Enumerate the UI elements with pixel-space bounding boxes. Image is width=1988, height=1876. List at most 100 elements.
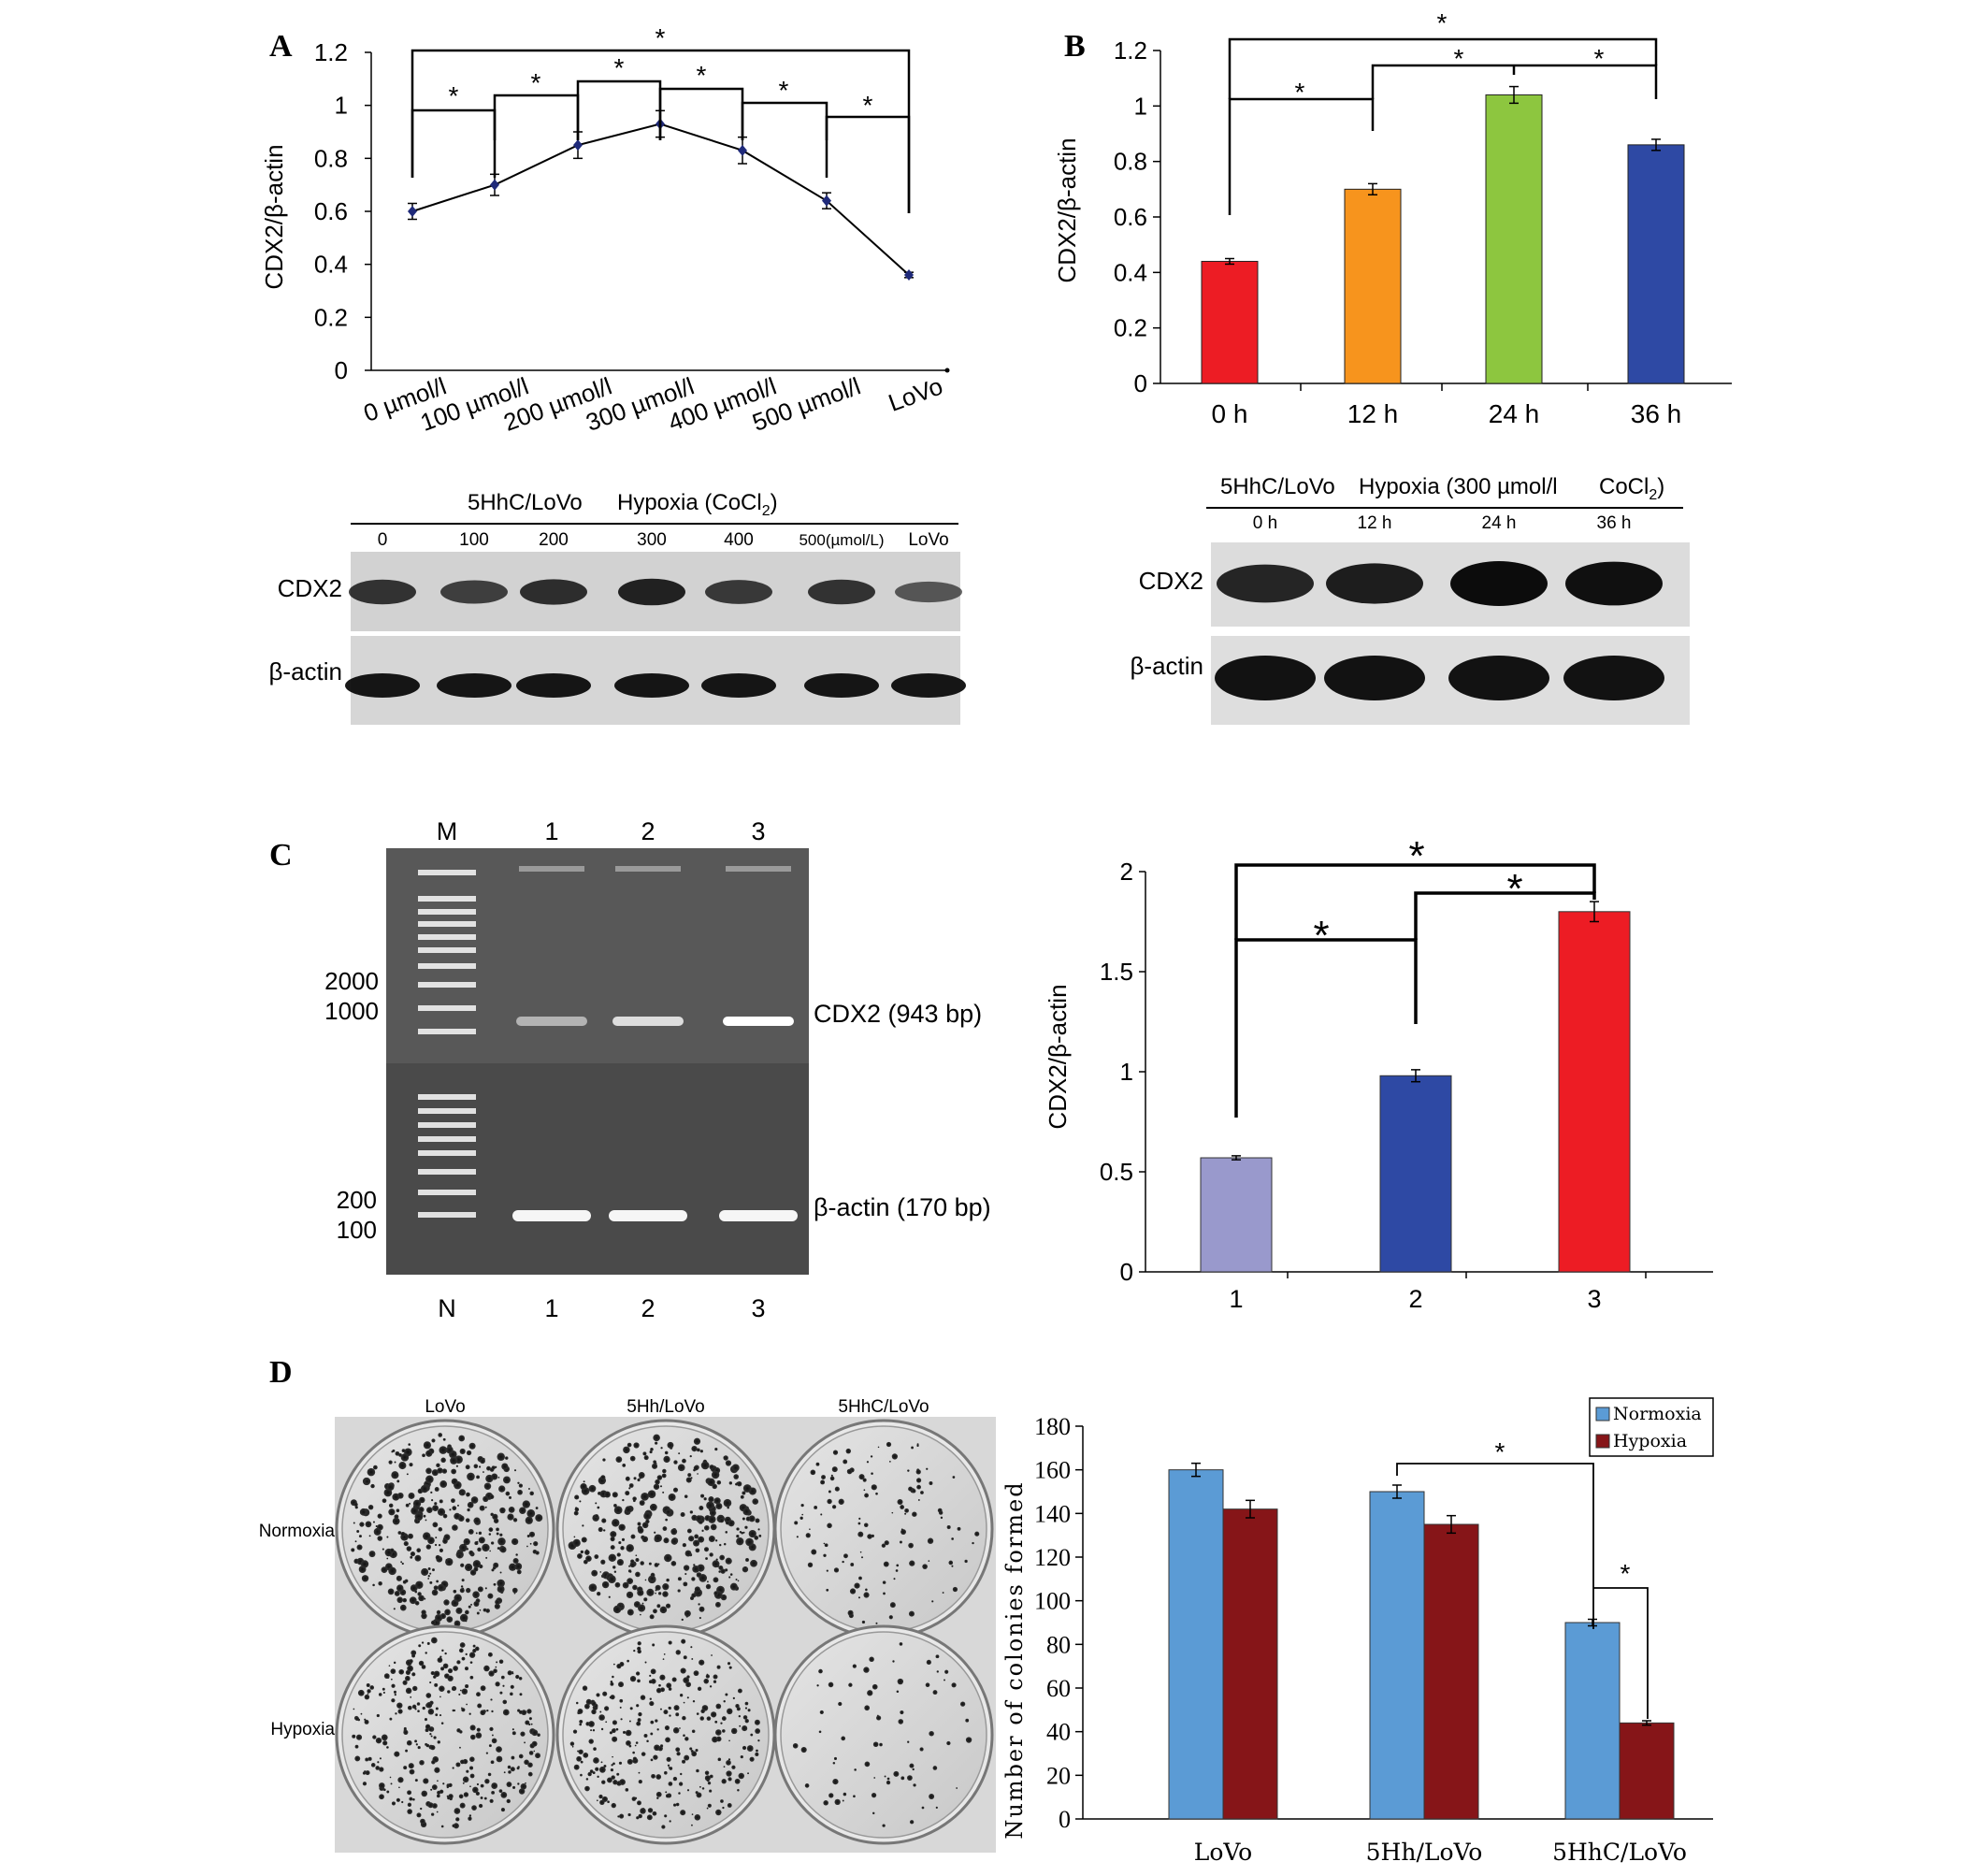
- panel-c-gel-top-label: 3: [751, 817, 765, 845]
- panel-d-colony: [486, 1465, 491, 1471]
- panel-d-colony: [929, 1730, 934, 1737]
- panel-a-line-chart: CDX2/β-actin 00.20.40.60.811.20 µmol/l10…: [260, 23, 950, 437]
- panel-b-blot-lane-label: 12 h: [1358, 513, 1392, 533]
- panel-d-colony: [452, 1506, 457, 1511]
- panel-a-series-line: [411, 123, 910, 276]
- panel-d-colony: [699, 1506, 704, 1511]
- panel-a-y-tick-label: 1.2: [314, 38, 348, 66]
- panel-d-colony: [425, 1519, 427, 1522]
- panel-d-colony: [900, 1710, 904, 1715]
- panel-d-colony: [515, 1553, 518, 1556]
- panel-d-colony: [495, 1465, 497, 1468]
- panel-d-colony: [756, 1749, 758, 1753]
- panel-c-marker-1000: 1000: [324, 997, 379, 1025]
- panel-d-colony: [411, 1704, 417, 1710]
- panel-d-colony: [638, 1779, 642, 1784]
- panel-d-colony: [455, 1607, 463, 1614]
- panel-d-colony: [723, 1700, 726, 1703]
- panel-a-blot-lane-label: 100: [459, 530, 489, 550]
- panel-a-blot-actin-band: [345, 673, 420, 698]
- panel-c-gel-band-label-cdx2: CDX2 (943 bp): [814, 1000, 982, 1028]
- panel-a-western-blot: 5HhC/LoVo Hypoxia (CoCl2) CDX2 β-actin 0…: [268, 490, 966, 725]
- panel-d-colony: [422, 1706, 425, 1710]
- panel-d-colony: [462, 1782, 465, 1784]
- panel-a-y-tick-label: 0.8: [314, 144, 348, 172]
- panel-d-colony: [833, 1756, 838, 1760]
- panel-d-colony: [628, 1487, 631, 1490]
- panel-d-colony: [454, 1594, 462, 1603]
- panel-d-colony: [381, 1734, 388, 1741]
- panel-d-colony: [468, 1550, 474, 1555]
- panel-d-colony: [657, 1746, 660, 1749]
- panel-d-colony: [627, 1812, 631, 1817]
- panel-b-blot-header-right: CoCl2): [1599, 474, 1664, 503]
- panel-d-colony: [642, 1451, 647, 1456]
- panel-d-colony: [437, 1780, 439, 1782]
- panel-d-colony: [714, 1539, 718, 1542]
- panel-d-y-tick-label: 120: [1034, 1544, 1071, 1571]
- panel-d-colony: [893, 1770, 900, 1777]
- panel-c-y-tick-label: 0.5: [1100, 1158, 1133, 1186]
- panel-d-colony: [679, 1727, 681, 1729]
- panel-a-data-point: [904, 269, 914, 281]
- panel-d-colony: [900, 1776, 905, 1781]
- panel-d-colony: [530, 1723, 533, 1725]
- panel-d-colony: [670, 1561, 677, 1566]
- panel-c-marker-2000: 2000: [324, 967, 379, 995]
- panel-d-colony: [365, 1757, 369, 1762]
- panel-d-colony: [582, 1685, 588, 1691]
- panel-d-colony: [526, 1508, 536, 1518]
- panel-d-colony: [441, 1649, 444, 1652]
- panel-d-colony: [469, 1773, 475, 1779]
- panel-d-colony: [573, 1536, 576, 1538]
- panel-d-colony: [672, 1727, 680, 1734]
- panel-d-colony: [626, 1591, 634, 1599]
- panel-d-colony: [425, 1693, 432, 1698]
- panel-d-colony: [875, 1492, 878, 1495]
- panel-d-colony: [389, 1717, 393, 1721]
- panel-d-colony: [414, 1779, 418, 1782]
- panel-d-colony: [584, 1785, 590, 1792]
- panel-d-colony: [659, 1708, 662, 1710]
- panel-d-colony: [655, 1479, 660, 1485]
- panel-d-colony: [468, 1712, 471, 1715]
- panel-d-colony: [598, 1526, 603, 1533]
- panel-d-colony: [519, 1693, 523, 1696]
- panel-d-colony: [490, 1760, 495, 1765]
- panel-d-colony: [400, 1453, 410, 1462]
- panel-d-colony: [439, 1548, 444, 1552]
- panel-d-colony: [489, 1494, 495, 1499]
- panel-c-bar: [1558, 911, 1631, 1273]
- panel-d-colony: [461, 1656, 466, 1661]
- panel-d-colony: [650, 1720, 655, 1724]
- panel-d-colony: [496, 1755, 503, 1763]
- panel-d-colony: [686, 1789, 690, 1792]
- panel-d-colony: [685, 1477, 692, 1483]
- panel-d-colony: [438, 1527, 443, 1532]
- panel-d-colony: [649, 1503, 657, 1511]
- panel-d-colony: [409, 1463, 413, 1467]
- panel-d-colony: [408, 1533, 413, 1539]
- panel-d-colony: [491, 1782, 498, 1789]
- panel-d-colony: [375, 1737, 382, 1744]
- panel-d-colony: [748, 1529, 756, 1538]
- panel-d-colony: [754, 1536, 759, 1540]
- panel-d-colony: [400, 1561, 403, 1564]
- panel-d-colony: [517, 1481, 520, 1485]
- panel-d-colony: [718, 1566, 724, 1570]
- panel-d-colony: [526, 1709, 532, 1714]
- panel-d-colony: [951, 1565, 954, 1567]
- panel-d-colony: [425, 1652, 427, 1654]
- panel-c-marker-200: 200: [337, 1186, 377, 1214]
- panel-d-colony: [359, 1522, 365, 1527]
- panel-d-colony: [612, 1566, 616, 1569]
- panel-d-colony: [707, 1781, 712, 1785]
- panel-d-colony: [696, 1712, 699, 1715]
- panel-d-colony: [491, 1473, 498, 1480]
- panel-d-colony: [353, 1708, 355, 1710]
- panel-d-colony: [379, 1794, 384, 1800]
- panel-d-colony: [739, 1531, 742, 1534]
- panel-d-colony: [698, 1603, 700, 1606]
- panel-d-colony: [627, 1758, 633, 1765]
- panel-d-colony: [437, 1508, 446, 1516]
